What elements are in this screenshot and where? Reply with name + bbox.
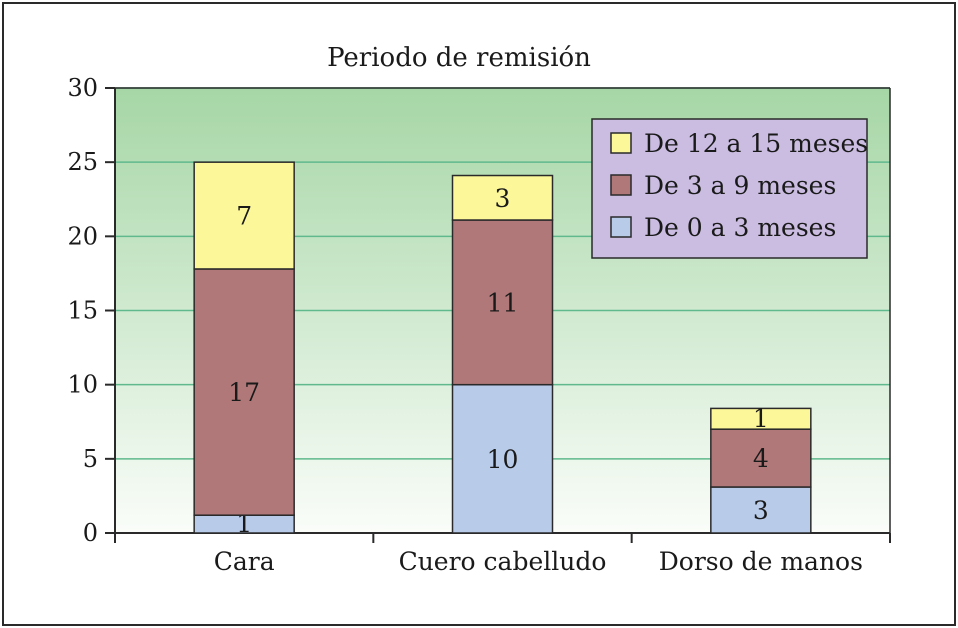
legend: De 12 a 15 meses De 3 a 9 meses De 0 a 3 m… — [591, 118, 868, 259]
data-label: 7 — [236, 202, 252, 231]
legend-label: De 12 a 15 meses — [644, 129, 868, 158]
bar-segment — [710, 407, 812, 430]
x-category-label: Cara — [214, 547, 275, 576]
data-label: 1 — [236, 509, 252, 538]
x-category-label: Cuero cabelludo — [399, 547, 607, 576]
data-label: 3 — [495, 184, 511, 213]
bars: 1 17 7 10 11 3 3 4 1 — [193, 161, 812, 538]
data-label: 4 — [753, 444, 769, 473]
data-label: 11 — [487, 288, 519, 317]
data-label: 10 — [487, 445, 519, 474]
bar-segment — [451, 383, 554, 534]
bar-segment — [451, 174, 554, 221]
y-tick-label: 30 — [67, 74, 98, 102]
data-label: 1 — [753, 404, 769, 433]
y-tick-label: 5 — [83, 445, 98, 473]
y-tick-label: 20 — [67, 222, 98, 250]
axes: 0 5 10 15 20 25 30 Cara Cuero cabelludo Dorso de … — [67, 74, 891, 576]
data-label: 17 — [228, 378, 260, 407]
y-tick-label: 10 — [67, 371, 98, 399]
legend-swatch — [610, 174, 632, 196]
legend-label: De 0 a 3 meses — [644, 213, 836, 242]
y-tick-label: 0 — [83, 519, 98, 547]
legend-swatch — [610, 132, 632, 154]
bar-segment — [451, 219, 554, 386]
y-tick-label: 15 — [67, 297, 98, 325]
bar-segment — [193, 268, 295, 516]
chart-title: Periodo de remisión — [327, 43, 591, 73]
legend-swatch — [610, 216, 632, 238]
data-label: 3 — [753, 496, 769, 525]
bar-segment — [193, 161, 295, 270]
x-category-label: Dorso de manos — [659, 547, 863, 576]
y-tick-label: 25 — [67, 148, 98, 176]
legend-box — [591, 118, 868, 259]
legend-label: De 3 a 9 meses — [644, 171, 836, 200]
bar-segment — [710, 428, 812, 488]
